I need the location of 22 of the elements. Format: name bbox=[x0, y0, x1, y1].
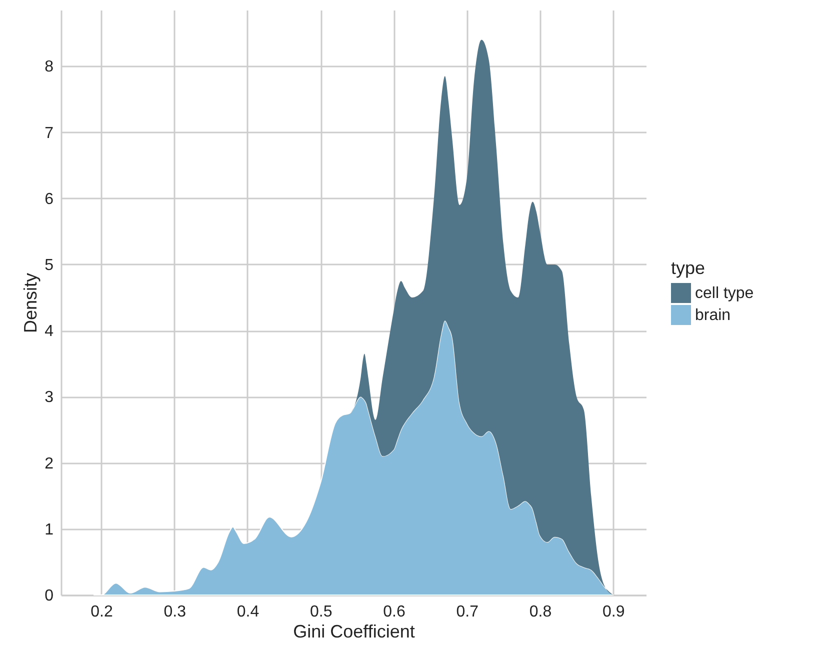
x-tick-label: 0.5 bbox=[310, 604, 332, 620]
y-tick-label: 0 bbox=[44, 588, 54, 604]
y-tick-label: 3 bbox=[44, 389, 54, 406]
y-tick-label: 4 bbox=[44, 323, 54, 340]
y-tick-label: 7 bbox=[44, 124, 54, 142]
legend-label: cell type bbox=[695, 285, 754, 302]
x-axis-title: Gini Coefficient bbox=[293, 622, 415, 642]
y-axis-title: Density bbox=[20, 272, 41, 334]
x-tick-label: 0.6 bbox=[383, 604, 406, 620]
x-tick-label: 0.2 bbox=[90, 604, 113, 620]
legend-title: type bbox=[671, 258, 706, 278]
y-tick-label: 2 bbox=[44, 455, 54, 472]
legend-label: brain bbox=[695, 307, 731, 324]
x-tick-label: 0.4 bbox=[236, 604, 260, 620]
y-tick-label: 6 bbox=[44, 190, 54, 208]
x-tick-label: 0.8 bbox=[529, 604, 552, 620]
y-tick-label: 1 bbox=[44, 521, 54, 538]
y-tick-label: 5 bbox=[44, 256, 54, 274]
y-tick-label: 8 bbox=[44, 58, 54, 76]
x-tick-label: 0.3 bbox=[164, 604, 186, 620]
x-tick-label: 0.9 bbox=[602, 604, 625, 620]
x-tick-label: 0.7 bbox=[456, 604, 479, 620]
